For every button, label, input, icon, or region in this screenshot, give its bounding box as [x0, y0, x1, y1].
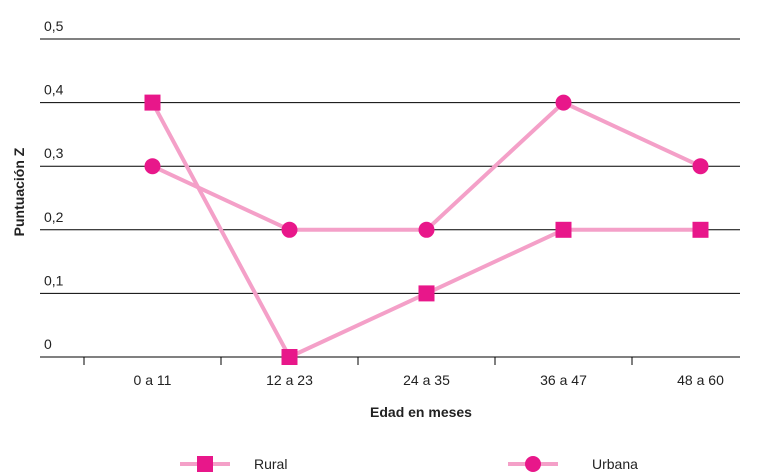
- data-point-urbana: [692, 158, 709, 175]
- y-tick-label: 0,5: [44, 18, 64, 34]
- y-tick-label: 0,4: [44, 82, 64, 98]
- x-axis: 0 a 11 12 a 23 24 a 35 36 a 47 48 a 60: [83, 357, 724, 388]
- x-tick-label: 24 a 35: [403, 372, 450, 388]
- x-axis-title: Edad en meses: [370, 404, 472, 420]
- legend-marker-urbana: [525, 456, 541, 472]
- legend-marker-rural: [197, 456, 213, 472]
- legend: Rural Urbana: [180, 456, 638, 472]
- y-tick-label: 0: [44, 336, 52, 352]
- data-point-rural: [144, 94, 161, 111]
- data-point-rural: [692, 221, 709, 238]
- x-tick-label: 12 a 23: [266, 372, 313, 388]
- data-point-rural: [281, 349, 298, 365]
- y-axis-title: Puntuación Z: [11, 147, 27, 236]
- x-tick-label: 48 a 60: [677, 372, 724, 388]
- data-point-urbana: [418, 221, 435, 238]
- series-rural: [144, 94, 709, 365]
- legend-item-rural: Rural: [180, 456, 287, 472]
- data-point-urbana: [281, 221, 298, 238]
- series-urbana: [144, 94, 709, 238]
- data-point-urbana: [144, 158, 161, 175]
- legend-item-urbana: Urbana: [508, 456, 638, 472]
- legend-label-urbana: Urbana: [592, 456, 638, 472]
- data-point-urbana: [555, 94, 572, 111]
- x-tick-label: 0 a 11: [134, 372, 172, 388]
- data-point-rural: [418, 285, 435, 302]
- legend-label-rural: Rural: [254, 456, 287, 472]
- y-tick-label: 0,3: [44, 145, 64, 161]
- series: [144, 94, 709, 365]
- x-tick-label: 36 a 47: [540, 372, 587, 388]
- y-tick-label: 0,2: [44, 209, 64, 225]
- y-tick-labels: 0 0,1 0,2 0,3 0,4 0,5: [44, 18, 64, 352]
- y-tick-label: 0,1: [44, 272, 64, 288]
- data-point-rural: [555, 221, 572, 238]
